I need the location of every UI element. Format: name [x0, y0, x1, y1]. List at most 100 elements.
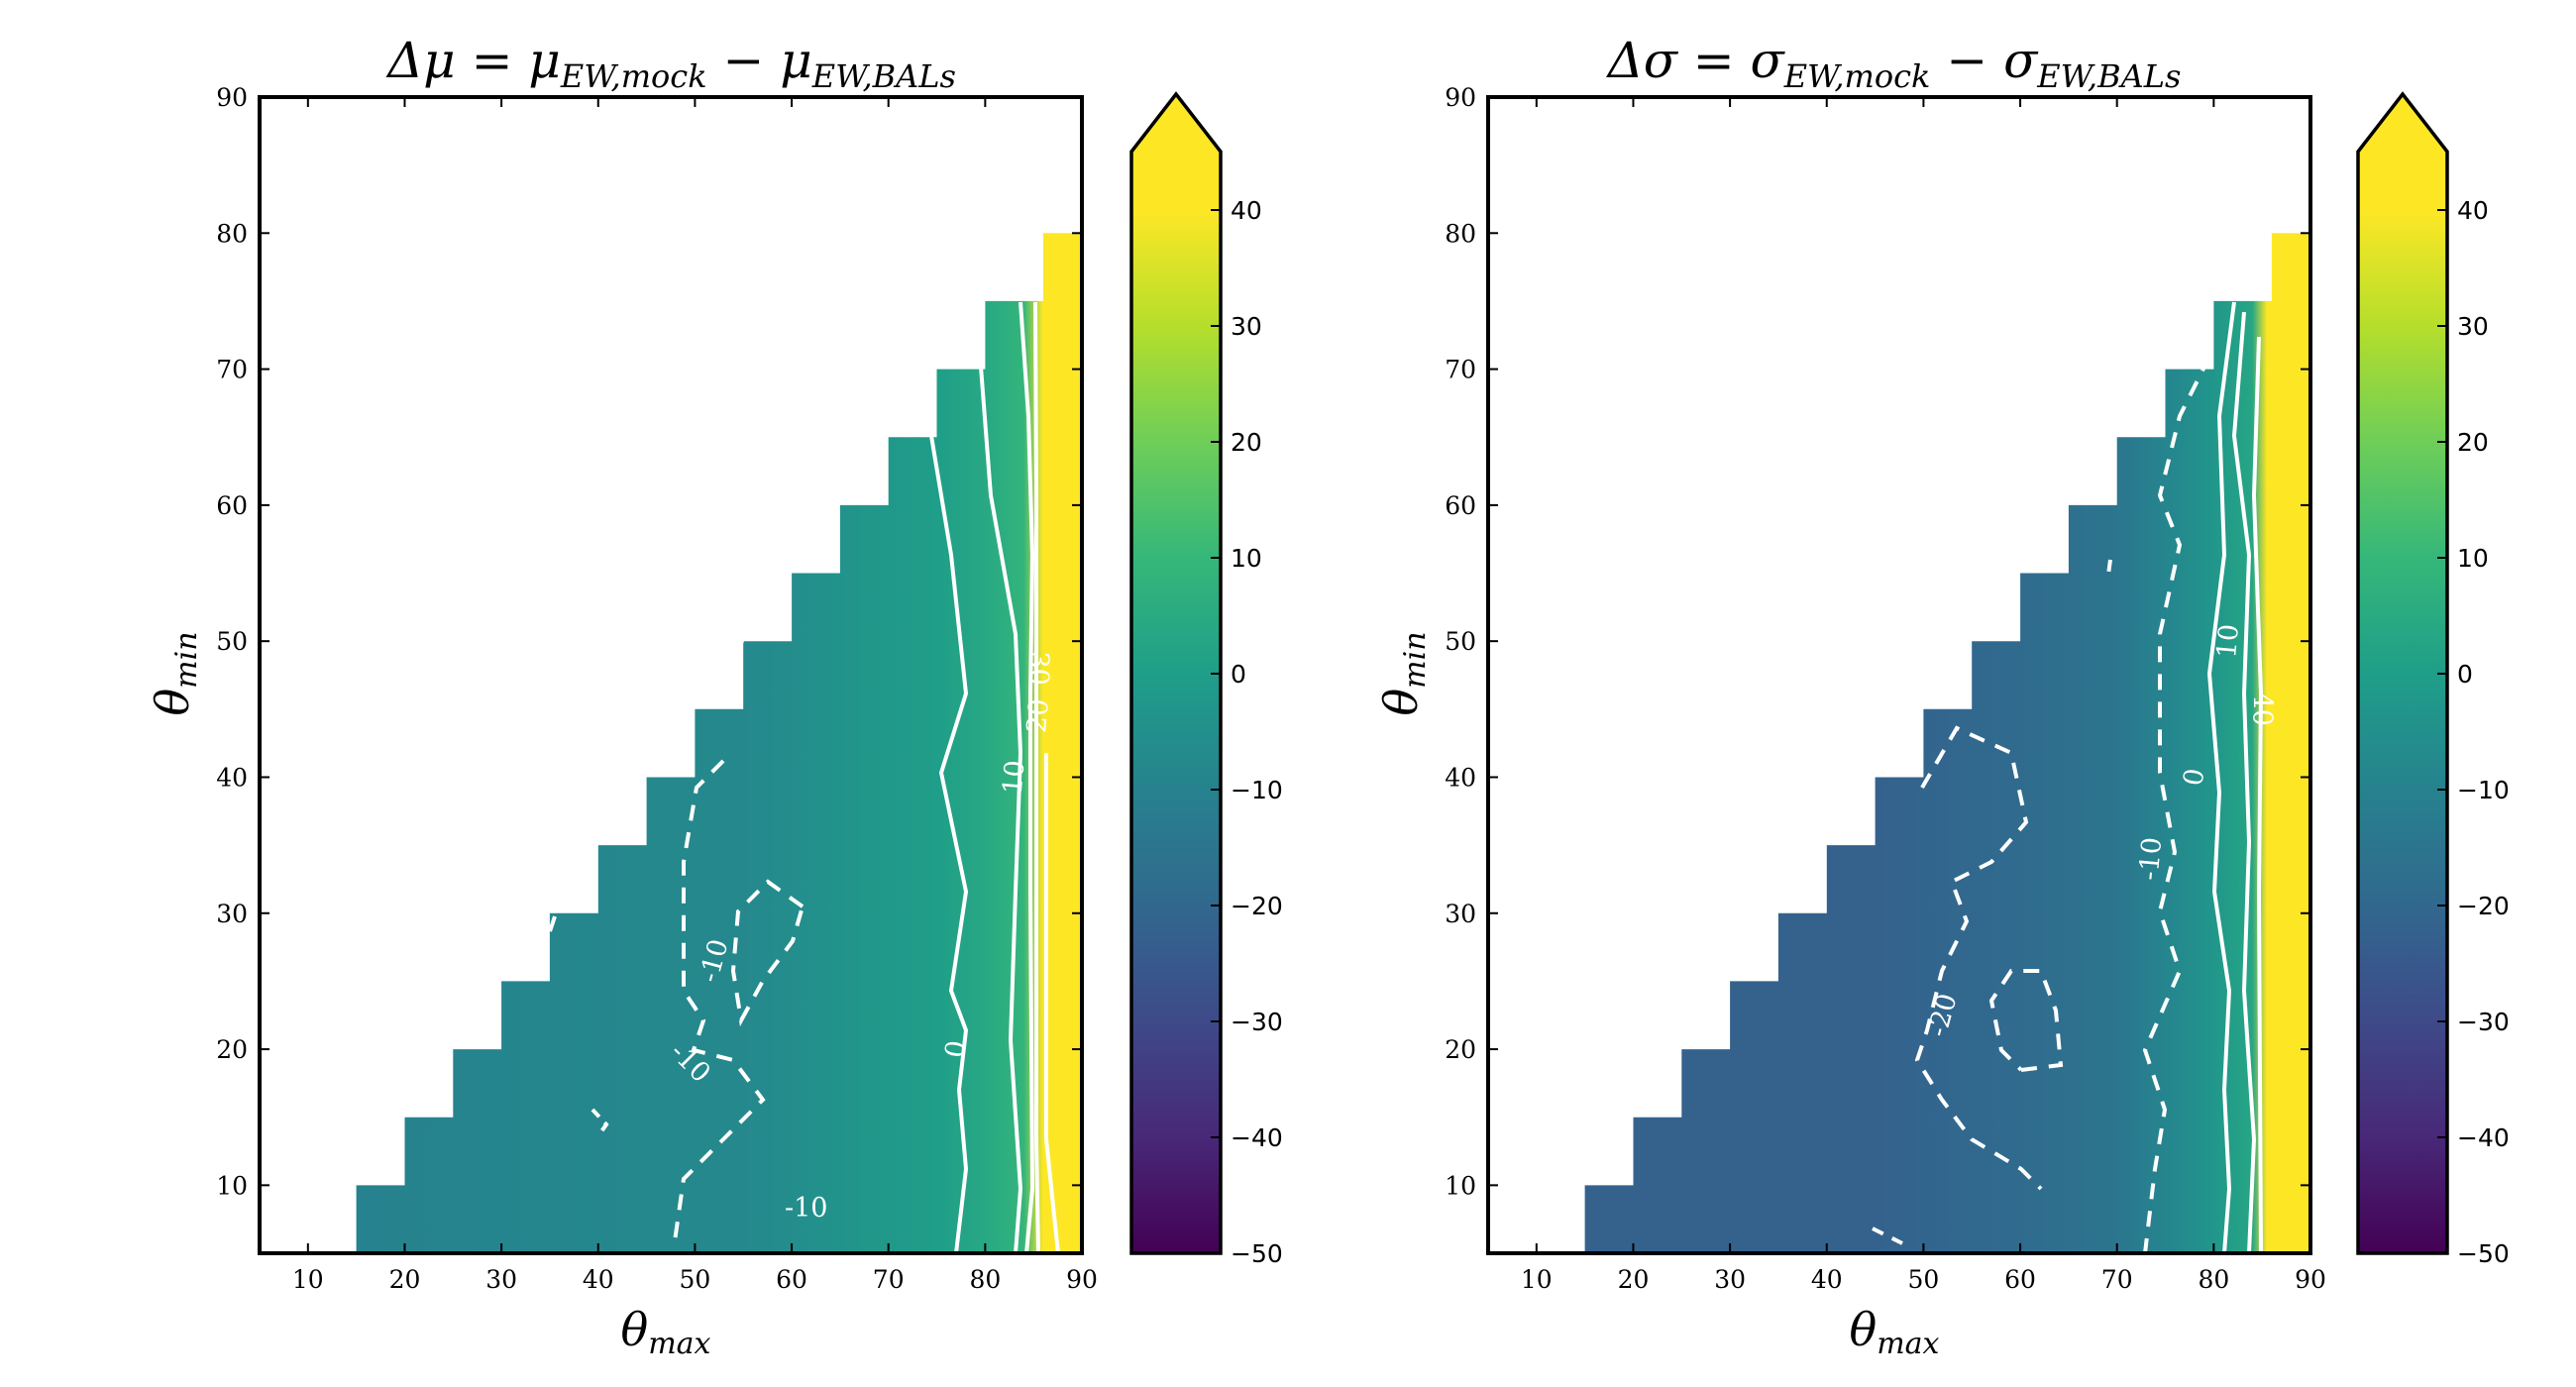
y-tick-label: 70	[216, 356, 248, 384]
y-tick-label: 10	[1445, 1171, 1476, 1200]
colorbar-tick-label: −30	[2457, 1008, 2510, 1036]
y-tick-label: 10	[216, 1171, 248, 1200]
x-tick-label: 30	[485, 1265, 517, 1294]
mu-axes-frame	[258, 95, 1084, 1255]
sigma-colorbar-bar	[2356, 91, 2449, 1255]
sigma-contour-10	[2231, 311, 2257, 1254]
mu-contour-10	[979, 366, 1023, 1254]
colorbar-tick-label: −20	[1231, 892, 1283, 920]
colorbar-tick-label: 0	[1231, 660, 1246, 689]
x-tick-label: 70	[2101, 1265, 2133, 1294]
x-tick-label: 50	[1908, 1265, 1940, 1294]
mu-title: Δμ = μEW,mock − μEW,BALs	[385, 32, 956, 95]
x-tick-label: 20	[1618, 1265, 1650, 1294]
colorbar-tick-label: −50	[2457, 1239, 2510, 1268]
x-tick-label: 30	[1714, 1265, 1746, 1294]
colorbar-tick-label: −20	[2457, 892, 2510, 920]
x-tick-label: 10	[1521, 1265, 1553, 1294]
mu-contour-20	[1019, 301, 1035, 1254]
mu-colorbar-ticks: 40 30 20 10 0 −10 −20 −30 −40 −50	[1211, 196, 1283, 1268]
sigma-contour-20	[2251, 336, 2264, 1254]
y-tick-label: 40	[1445, 763, 1476, 792]
x-tick-label: 10	[292, 1265, 324, 1294]
y-tick-label: 40	[216, 763, 248, 792]
mu-contour-neg10-b	[730, 879, 805, 1027]
y-tick-label: 90	[216, 83, 248, 112]
colorbar-tick-label: −10	[2457, 776, 2510, 804]
contour-label: 0	[939, 1038, 973, 1060]
sigma-contour-neg20-a	[1914, 725, 2043, 1191]
contour-label: -10	[2134, 836, 2169, 882]
sigma-contour-0	[2206, 301, 2236, 1254]
mu-x-label: θmax	[621, 1303, 711, 1361]
x-tick-label: 80	[2198, 1265, 2229, 1294]
colorbar-tick-label: 0	[2457, 660, 2473, 689]
x-tick-label: 50	[680, 1265, 711, 1294]
colorbar-tick-label: −50	[1231, 1239, 1283, 1268]
x-tick-label: 90	[2295, 1265, 2326, 1294]
x-tick-label: 40	[583, 1265, 614, 1294]
colorbar-tick-label: 40	[2457, 196, 2489, 225]
x-tick-label: 40	[1811, 1265, 1843, 1294]
sigma-contour-neg10	[2142, 356, 2211, 1254]
y-tick-label: 30	[1445, 900, 1476, 928]
contour-label: -10	[785, 1193, 827, 1224]
contour-label: 20	[1021, 697, 1055, 734]
x-tick-label: 60	[776, 1265, 807, 1294]
colorbar-tick-label: 10	[1231, 544, 1262, 573]
y-tick-label: 70	[1445, 356, 1476, 384]
mu-panel: Δμ = μEW,mock − μEW,BALs -10-10-10010203…	[146, 32, 1283, 1361]
sigma-y-ticks: 10 20 30 40 50 60 70 80 90	[1445, 83, 2310, 1200]
mu-y-label: θmin	[146, 631, 204, 715]
sigma-colorbar: 40 30 20 10 0 −10 −20 −30 −40 −50	[2356, 91, 2510, 1268]
x-tick-label: 20	[389, 1265, 421, 1294]
sigma-title: Δσ = σEW,mock − σEW,BALs	[1606, 32, 2182, 95]
heatmap-domain	[356, 233, 1083, 1253]
colorbar-tick-label: 20	[2457, 428, 2489, 457]
sigma-colorbar-ticks: 40 30 20 10 0 −10 −20 −30 −40 −50	[2437, 196, 2510, 1268]
colorbar-tick-label: 30	[1231, 312, 1262, 341]
mu-heatmap	[356, 233, 1083, 1253]
contour-label: 10	[998, 759, 1031, 796]
mu-contour-neg10-c	[548, 915, 557, 932]
mu-contours	[548, 301, 1060, 1254]
sigma-contours	[1872, 301, 2264, 1254]
colorbar-tick-label: −30	[1231, 1008, 1283, 1036]
y-tick-label: 80	[216, 219, 248, 248]
y-tick-label: 20	[1445, 1035, 1476, 1064]
contour-label: 0	[2178, 766, 2211, 788]
mu-colorbar-bar	[1129, 91, 1223, 1255]
colorbar-tick-label: −10	[1231, 776, 1283, 804]
mu-y-ticks: 10 20 30 40 50 60 70 80 90	[216, 83, 1082, 1200]
sigma-axes-frame	[1486, 95, 2312, 1255]
mu-contour-0	[929, 435, 969, 1254]
colorbar-tick-label: −40	[2457, 1123, 2510, 1152]
colorbar-tick-label: 10	[2457, 544, 2489, 573]
mu-contour-neg10-d	[590, 1108, 609, 1136]
colorbar-tick-label: −40	[1231, 1123, 1283, 1152]
heatmap-domain	[1584, 233, 2310, 1253]
contour-label: 40	[2247, 693, 2278, 726]
x-tick-label: 70	[873, 1265, 905, 1294]
contour-label: 10	[2211, 623, 2245, 660]
sigma-x-ticks: 10 20 30 40 50 60 70 80 90	[1521, 97, 2326, 1294]
y-tick-label: 60	[216, 491, 248, 520]
sigma-contour-neg20-e	[2106, 559, 2112, 576]
colorbar-tick-label: 30	[2457, 312, 2489, 341]
x-tick-label: 60	[2004, 1265, 2036, 1294]
y-tick-label: 80	[1445, 219, 1476, 248]
mu-contour-neg10-a	[672, 759, 766, 1249]
sigma-contour-neg20-b	[1988, 969, 2064, 1072]
y-tick-label: 50	[1445, 627, 1476, 656]
x-tick-label: 80	[969, 1265, 1001, 1294]
sigma-y-label: θmin	[1374, 631, 1433, 715]
contour-label: 30	[1023, 651, 1054, 685]
mu-colorbar: 40 30 20 10 0 −10 −20 −30 −40 −50	[1129, 91, 1283, 1268]
mu-contour-neg10-e	[736, 638, 745, 650]
y-tick-label: 50	[216, 627, 248, 656]
y-tick-label: 90	[1445, 83, 1476, 112]
y-tick-label: 20	[216, 1035, 248, 1064]
mu-contour-40	[1044, 753, 1060, 1254]
